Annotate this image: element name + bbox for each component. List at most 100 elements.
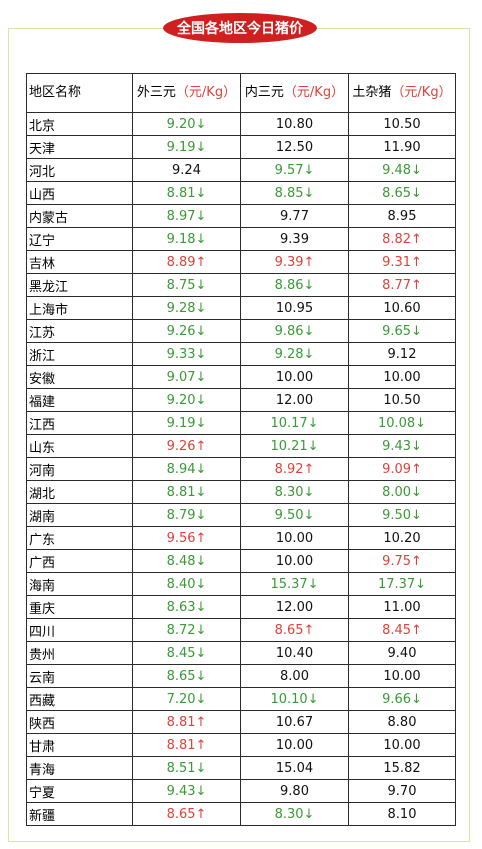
price-cell: 9.48↓ — [348, 158, 456, 182]
price-value: 9.31 — [382, 254, 412, 270]
price-value: 9.39 — [274, 254, 304, 270]
price-cell: 9.24 — [132, 158, 241, 182]
trend-down-arrow-icon: ↓ — [195, 461, 207, 477]
region-cell: 江西 — [26, 411, 133, 435]
trend-down-arrow-icon: ↓ — [195, 576, 207, 592]
price-cell: 10.00 — [348, 664, 456, 688]
trend-down-arrow-icon: ↓ — [415, 576, 427, 592]
price-cell: 9.18↓ — [132, 227, 241, 251]
region-cell: 海南 — [26, 572, 133, 596]
trend-up-arrow-icon: ↑ — [411, 553, 422, 569]
price-value: 8.45 — [166, 645, 196, 661]
trend-down-arrow-icon: ↓ — [411, 323, 422, 339]
price-value: 10.67 — [275, 714, 314, 730]
price-value: 10.00 — [383, 668, 421, 684]
price-cell: 10.80 — [240, 112, 349, 136]
price-value: 10.60 — [383, 300, 421, 316]
region-cell: 吉林 — [26, 250, 133, 274]
price-value: 8.65 — [382, 185, 412, 201]
price-value: 9.56 — [166, 530, 196, 546]
region-cell: 河北 — [26, 158, 133, 182]
price-value: 8.65 — [166, 668, 196, 684]
price-cell: 10.00 — [240, 365, 349, 389]
column-name: 土杂猪 — [352, 85, 392, 100]
price-cell: 10.00 — [240, 733, 349, 757]
price-cell: 8.00↓ — [348, 480, 456, 504]
table-row: 福建 9.20↓ 12.00 10.50 — [26, 388, 456, 412]
trend-down-arrow-icon: ↓ — [195, 783, 207, 799]
region-cell: 湖北 — [26, 480, 133, 504]
price-value: 10.50 — [383, 116, 421, 132]
price-value: 9.24 — [172, 162, 201, 178]
price-value: 10.95 — [275, 300, 314, 316]
price-cell: 9.77 — [240, 204, 349, 228]
price-value: 15.82 — [383, 760, 421, 776]
price-cell: 9.43↓ — [348, 434, 456, 458]
price-cell: 8.89↑ — [132, 250, 241, 274]
trend-down-arrow-icon: ↓ — [411, 185, 422, 201]
region-cell: 重庆 — [26, 595, 133, 619]
price-value: 8.63 — [166, 599, 196, 615]
region-cell: 辽宁 — [26, 227, 133, 251]
price-cell: 9.86↓ — [240, 319, 349, 343]
region-cell: 天津 — [26, 135, 133, 159]
price-value: 10.00 — [383, 369, 421, 385]
trend-down-arrow-icon: ↓ — [195, 369, 207, 385]
price-value: 9.19 — [166, 139, 196, 155]
price-value: 8.48 — [166, 553, 196, 569]
price-value: 9.43 — [166, 783, 196, 799]
region-cell: 广东 — [26, 526, 133, 550]
price-cell: 10.00 — [348, 733, 456, 757]
price-cell: 12.00 — [240, 388, 349, 412]
price-cell: 8.65↑ — [132, 802, 241, 826]
price-value: 9.33 — [166, 346, 196, 362]
price-cell: 9.39↑ — [240, 250, 349, 274]
price-cell: 8.82↑ — [348, 227, 456, 251]
price-value: 11.90 — [383, 139, 421, 155]
trend-up-arrow-icon: ↑ — [303, 622, 315, 638]
region-cell: 陕西 — [26, 710, 133, 734]
region-cell: 内蒙古 — [26, 204, 133, 228]
price-value: 8.30 — [274, 484, 304, 500]
table-row: 浙江 9.33↓ 9.28↓ 9.12 — [26, 342, 456, 366]
price-value: 9.09 — [382, 461, 412, 477]
trend-down-arrow-icon: ↓ — [307, 415, 319, 431]
price-cell: 8.81↑ — [132, 733, 241, 757]
price-cell: 9.20↓ — [132, 388, 241, 412]
region-cell: 江苏 — [26, 319, 133, 343]
price-cell: 12.00 — [240, 595, 349, 619]
price-cell: 8.30↓ — [240, 480, 349, 504]
trend-up-arrow-icon: ↑ — [195, 254, 207, 270]
price-value: 9.18 — [166, 231, 196, 247]
price-cell: 10.60 — [348, 296, 456, 320]
price-cell: 9.70 — [348, 779, 456, 803]
table-row: 安徽 9.07↓ 10.00 10.00 — [26, 365, 456, 389]
trend-up-arrow-icon: ↑ — [195, 714, 207, 730]
trend-up-arrow-icon: ↑ — [303, 461, 315, 477]
price-cell: 8.51↓ — [132, 756, 241, 780]
trend-up-arrow-icon: ↑ — [303, 254, 315, 270]
table-row: 云南 8.65↓ 8.00 10.00 — [26, 664, 456, 688]
region-cell: 四川 — [26, 618, 133, 642]
region-cell: 广西 — [26, 549, 133, 573]
trend-down-arrow-icon: ↓ — [195, 668, 207, 684]
price-value: 8.94 — [166, 461, 196, 477]
price-value: 9.39 — [280, 231, 309, 247]
price-cell: 10.00 — [240, 549, 349, 573]
price-cell: 10.40 — [240, 641, 349, 665]
price-cell: 15.04 — [240, 756, 349, 780]
trend-down-arrow-icon: ↓ — [307, 438, 319, 454]
price-value: 10.00 — [275, 530, 314, 546]
price-cell: 9.19↓ — [132, 411, 241, 435]
price-cell: 10.21↓ — [240, 434, 349, 458]
price-value: 9.66 — [382, 691, 412, 707]
region-cell: 山东 — [26, 434, 133, 458]
price-value: 8.81 — [166, 484, 196, 500]
trend-down-arrow-icon: ↓ — [195, 760, 207, 776]
price-cell: 10.50 — [348, 112, 456, 136]
trend-down-arrow-icon: ↓ — [411, 507, 422, 523]
price-cell: 9.40 — [348, 641, 456, 665]
region-cell: 上海市 — [26, 296, 133, 320]
price-cell: 9.09↑ — [348, 457, 456, 481]
price-cell: 8.77↑ — [348, 273, 456, 297]
